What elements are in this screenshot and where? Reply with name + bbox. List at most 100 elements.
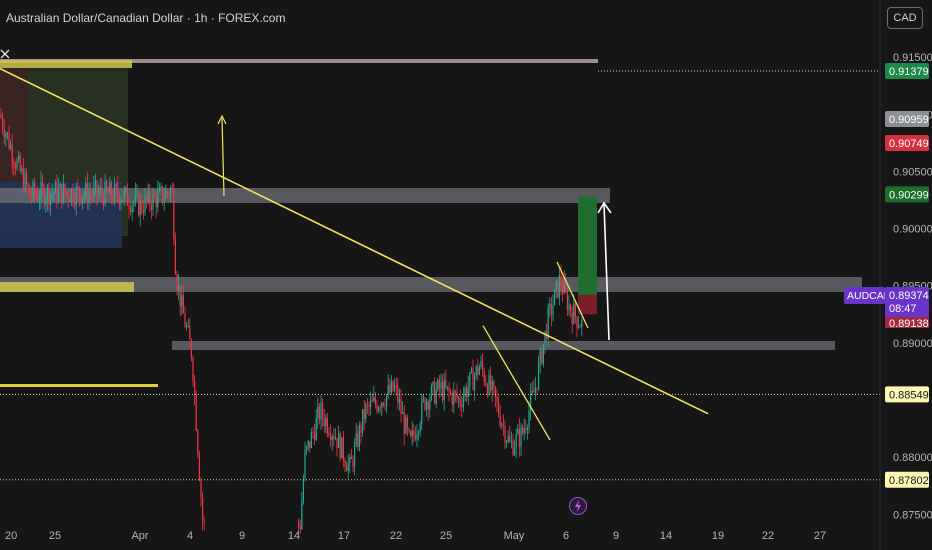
candle-body	[528, 410, 530, 428]
candle-body	[21, 168, 23, 171]
candle-body	[147, 190, 149, 201]
candle-body	[88, 193, 90, 203]
candle-body	[168, 193, 170, 196]
time-tick-label: 22	[762, 530, 774, 542]
price-label-badge	[885, 471, 929, 488]
candle-body	[181, 294, 183, 307]
yellow-arrow-shaft	[221, 117, 225, 197]
candle-body	[573, 303, 575, 324]
candle-body	[8, 132, 10, 149]
zone-1	[0, 277, 862, 292]
candle-body	[163, 198, 165, 202]
candle-body	[176, 273, 178, 291]
candle-body	[58, 188, 60, 201]
candle-body	[355, 433, 357, 445]
candle-body	[13, 162, 15, 166]
candle-body	[426, 401, 428, 410]
candle-body	[91, 194, 93, 196]
candle-body	[370, 400, 372, 407]
candle-body	[154, 193, 156, 197]
candle-body	[368, 404, 370, 407]
candle-body	[26, 173, 28, 184]
candle-body	[421, 399, 423, 425]
candle-body	[30, 195, 32, 197]
price-label-badge	[885, 62, 929, 79]
candle-body	[536, 387, 538, 389]
candle-body	[352, 459, 354, 467]
lightning-icon[interactable]	[569, 497, 587, 515]
candle-body	[80, 196, 82, 204]
candle-body	[112, 196, 114, 201]
position-target-box	[578, 196, 597, 295]
candle-body	[202, 497, 204, 521]
candle-body	[106, 181, 108, 190]
price-label-text: 0.88549	[889, 389, 929, 401]
candle-body	[350, 456, 352, 460]
candle-body	[186, 326, 188, 328]
top-yellow-bar	[0, 60, 132, 68]
candle-body	[538, 362, 540, 389]
candle-body	[392, 381, 394, 391]
candle-body	[405, 417, 407, 434]
candle-body	[150, 205, 152, 210]
candle-body	[69, 199, 71, 202]
candle-body	[518, 428, 520, 447]
candle-body	[203, 520, 205, 522]
candle-body	[45, 200, 47, 206]
trendline-small	[482, 325, 551, 441]
candle-body	[533, 390, 535, 393]
candle-body	[334, 437, 336, 439]
candle-body	[86, 182, 88, 203]
currency-button[interactable]: CAD	[887, 7, 923, 29]
candle-body	[406, 417, 408, 429]
candle-body	[194, 381, 196, 395]
candle-body	[581, 319, 583, 328]
candle-body	[443, 380, 445, 401]
candle-body	[6, 132, 8, 135]
candle-body	[46, 186, 48, 201]
candle-body	[190, 339, 192, 358]
candle-body	[509, 436, 511, 442]
drawings-layer[interactable]	[0, 49, 880, 481]
candle-body	[170, 187, 172, 196]
candle-body	[101, 187, 103, 196]
candle-body	[134, 193, 136, 203]
candle-body	[429, 399, 431, 411]
candle-body	[472, 368, 474, 390]
candle-body	[22, 168, 24, 190]
candle-body	[437, 379, 439, 390]
candle-body	[309, 440, 311, 448]
candle-body	[160, 186, 162, 188]
candle-body	[149, 190, 151, 206]
candle-body	[70, 189, 72, 202]
candle-body	[493, 381, 495, 387]
candle-body	[475, 365, 477, 376]
mid-yellow-bar	[0, 282, 134, 292]
zones-layer	[0, 59, 862, 387]
candle-body	[344, 460, 346, 467]
candle-body	[530, 393, 532, 411]
candle-body	[366, 404, 368, 406]
price-scale[interactable]: 0.915000.910000.905000.900000.895000.890…	[844, 0, 932, 550]
candle-body	[498, 401, 500, 415]
candle-body	[346, 466, 348, 472]
candle-body	[48, 186, 50, 206]
time-axis[interactable]: 20 25 Apr 4 9 14 17 22 25 May 6 9 14 19 22 27	[5, 530, 826, 542]
price-tick-label: 0.88000	[893, 452, 932, 464]
candle-body	[486, 385, 488, 395]
countdown-text: 08:47	[889, 303, 917, 315]
candle-body	[558, 275, 560, 298]
candle-body	[107, 189, 109, 194]
candle-body	[35, 194, 37, 196]
candle-body	[510, 441, 512, 443]
candle-body	[514, 447, 516, 455]
candle-body	[568, 304, 570, 311]
candle-body	[32, 182, 34, 197]
candle-body	[402, 412, 404, 415]
candle-body	[358, 425, 360, 448]
candle-body	[3, 128, 5, 138]
time-tick-label: 14	[660, 530, 672, 542]
candle-body	[299, 526, 301, 530]
candle-body	[64, 183, 66, 193]
